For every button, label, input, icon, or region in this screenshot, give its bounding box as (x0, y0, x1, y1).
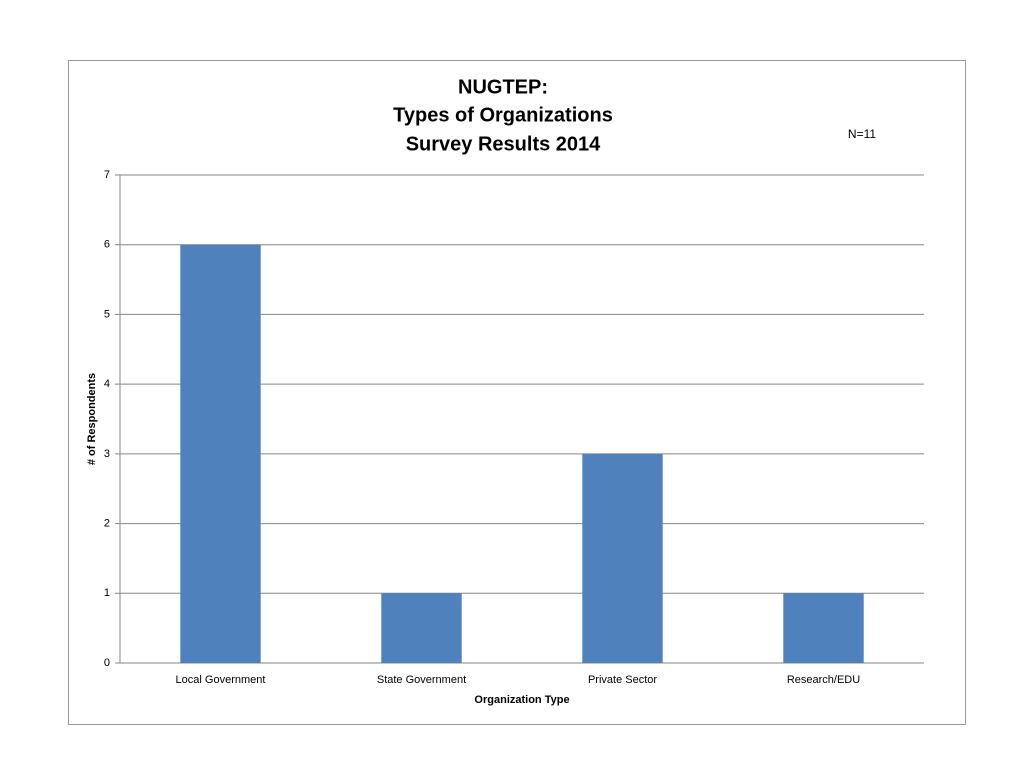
x-axis-title: Organization Type (474, 694, 569, 706)
chart-title: NUGTEP: (458, 76, 548, 98)
y-axis-title: # of Respondents (86, 373, 98, 465)
y-tick-label: 7 (104, 169, 110, 181)
annotation: N=11 (848, 127, 876, 141)
chart-title: Survey Results 2014 (406, 133, 601, 155)
y-tick-label: 3 (104, 448, 110, 460)
bar (381, 593, 462, 663)
bar (783, 593, 864, 663)
y-tick-label: 2 (104, 517, 110, 529)
x-tick-label: Local Government (176, 674, 266, 686)
x-tick-label: State Government (377, 674, 466, 686)
y-tick-label: 5 (104, 308, 110, 320)
y-tick-label: 0 (104, 657, 110, 669)
bar (180, 244, 261, 663)
x-tick-label: Private Sector (588, 674, 657, 686)
y-tick-label: 4 (104, 378, 110, 390)
bar (582, 453, 663, 663)
x-tick-label: Research/EDU (787, 674, 860, 686)
chart-title: Types of Organizations (393, 104, 613, 126)
y-tick-label: 1 (104, 587, 110, 599)
y-tick-label: 6 (104, 239, 110, 251)
